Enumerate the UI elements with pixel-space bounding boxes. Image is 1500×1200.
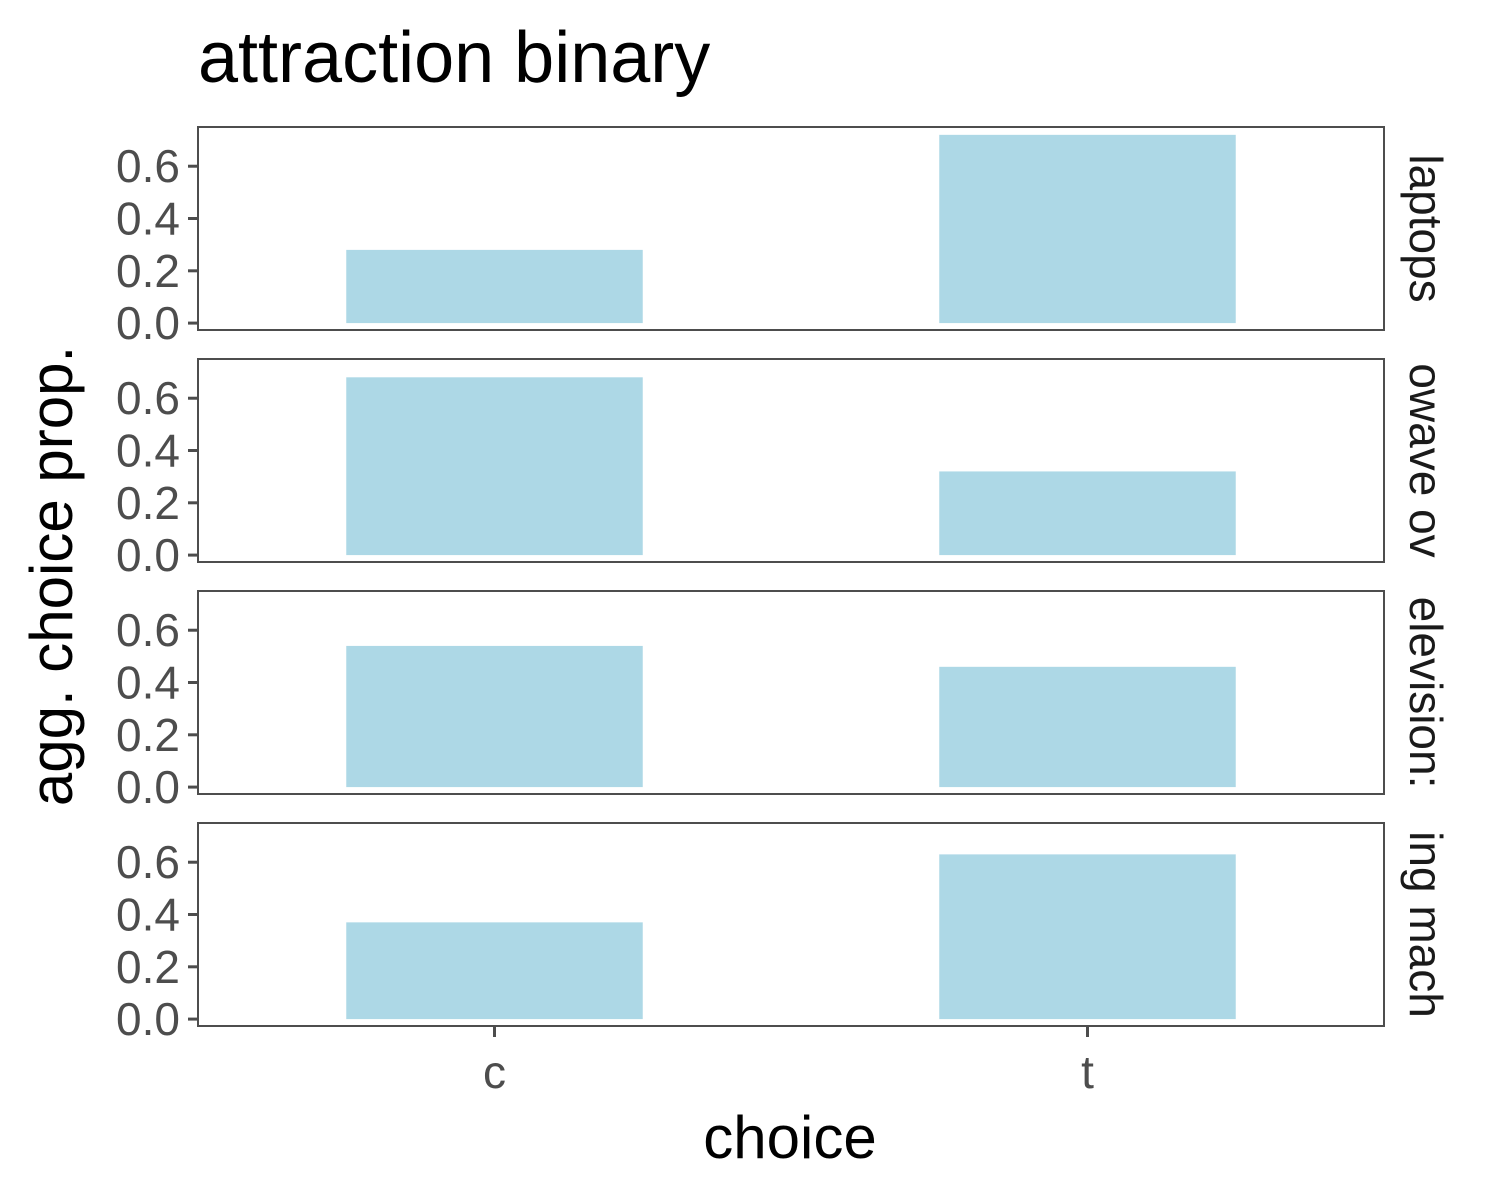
y-tick-label: 0.4 [116,425,180,477]
bar-c-facet-4 [346,922,643,1020]
y-tick-label: 0.0 [116,993,180,1045]
facet-strip-label: elevision: [1400,597,1452,789]
y-axis-title: agg. choice prop. [18,346,85,806]
y-tick-label: 0.6 [116,372,180,424]
facet-panel-2: 0.00.20.40.6 owave ov [116,358,1452,581]
x-tick-label-c: c [483,1046,506,1098]
bar-c-facet-1 [346,249,643,324]
facet-strip-label: laptops [1400,154,1452,302]
panel-border [197,358,1385,563]
y-tick-label: 0.2 [116,709,180,761]
y-tick-label: 0.4 [116,193,180,245]
bar-t-facet-2 [939,471,1236,556]
facet-panel-3: 0.00.20.40.6 elevision: [116,590,1452,813]
y-tick-label: 0.2 [116,477,180,529]
y-tick-label: 0.2 [116,941,180,993]
facet-panel-1: 0.00.20.40.6 laptops [116,126,1452,349]
facet-panel-4: 0.00.20.40.6 ing mach [116,822,1452,1045]
panel-border [197,822,1385,1027]
y-tick-label: 0.0 [116,297,180,349]
y-tick-label: 0.6 [116,604,180,656]
y-tick-label: 0.6 [116,140,180,192]
bar-t-facet-4 [939,854,1236,1020]
facet-strip-label: ing mach [1400,831,1452,1018]
facet-strip-label: owave ov [1400,363,1452,557]
y-tick-label: 0.4 [116,657,180,709]
chart-title: attraction binary [198,18,710,98]
y-tick-label: 0.2 [116,245,180,297]
bar-c-facet-3 [346,645,643,788]
bar-c-facet-2 [346,377,643,556]
bar-t-facet-3 [939,666,1236,788]
x-tick-label-t: t [1081,1046,1094,1098]
panel-border [197,126,1385,331]
x-axis-title: choice [703,1104,876,1171]
y-tick-label: 0.0 [116,529,180,581]
panel-border [197,590,1385,795]
y-tick-label: 0.4 [116,889,180,941]
y-tick-label: 0.0 [116,761,180,813]
y-tick-label: 0.6 [116,836,180,888]
bar-t-facet-1 [939,134,1236,324]
